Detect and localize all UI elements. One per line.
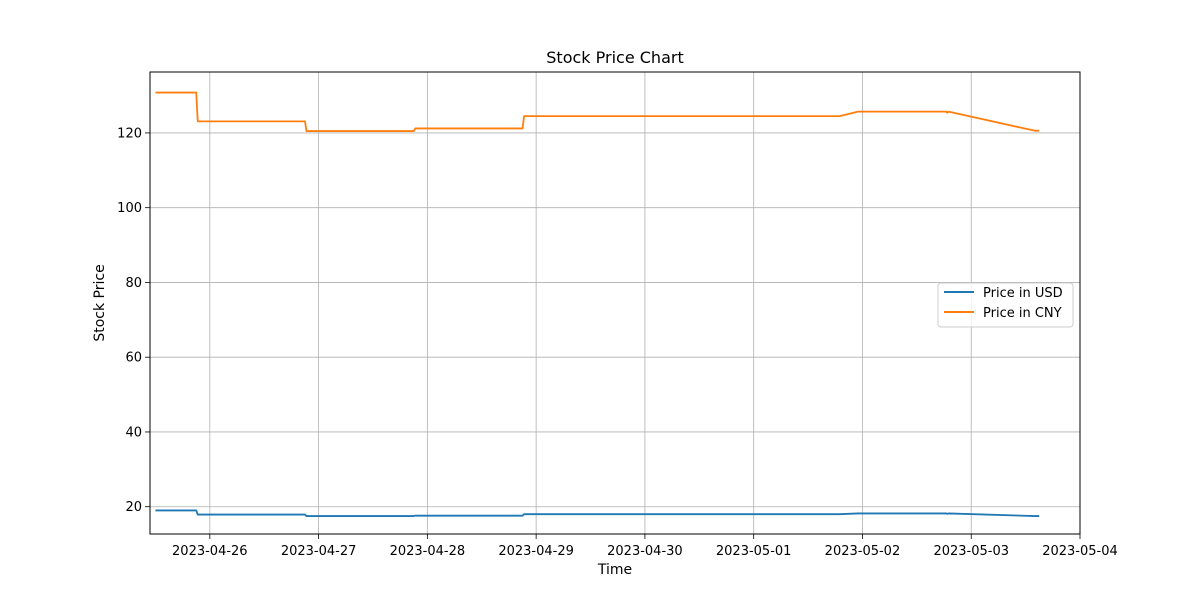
series-lines [155,91,1040,517]
x-tick-label: 2023-04-29 [498,544,574,559]
series-line-usd [155,509,1040,517]
plot-frame [149,71,1081,535]
y-tick-label: 40 [125,425,142,440]
legend-box [937,282,1074,328]
x-tick-label: 2023-04-30 [607,544,683,559]
legend: Price in USD Price in CNY [937,282,1074,328]
x-tick-label: 2023-04-26 [172,544,248,559]
y-tick-label: 20 [125,500,142,515]
x-tick-label: 2023-05-01 [716,544,792,559]
axis-ticks: 2023-04-26 2023-04-27 2023-04-28 2023-04-29… [117,126,1118,559]
x-tick-label: 2023-05-02 [825,544,901,559]
x-tick-label: 2023-04-27 [281,544,357,559]
series-line-cny [155,91,1040,132]
x-tick-label: 2023-05-04 [1042,544,1118,559]
y-tick-label: 60 [125,351,142,366]
x-axis-label: Time [597,562,632,578]
legend-label-usd: Price in USD [983,286,1063,301]
x-tick-label: 2023-05-03 [933,544,1009,559]
y-axis-label: Stock Price [92,264,108,341]
legend-label-cny: Price in CNY [983,306,1062,321]
y-tick-label: 120 [117,126,142,141]
y-tick-label: 80 [125,276,142,291]
y-tick-label: 100 [117,201,142,216]
chart-title: Stock Price Chart [546,48,683,67]
plot-area [150,72,1080,534]
x-tick-label: 2023-04-28 [390,544,466,559]
